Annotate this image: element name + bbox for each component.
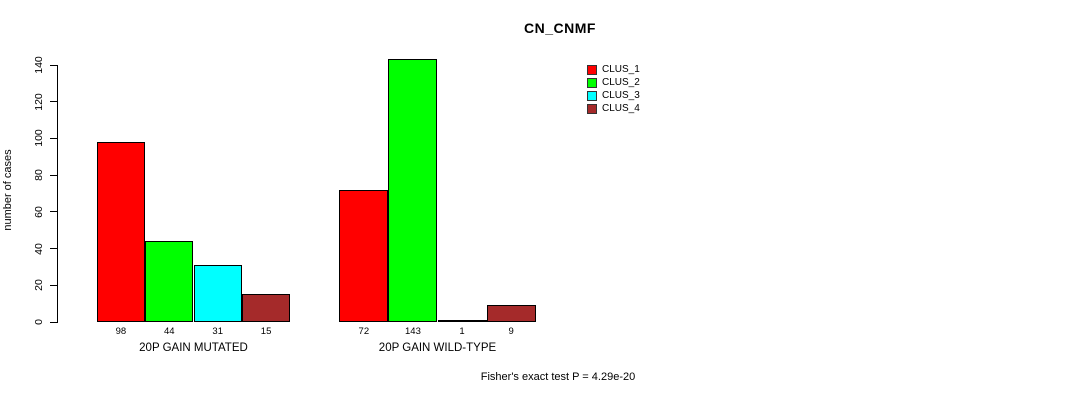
y-tick-label: 60 [33,206,45,218]
bar-value-label: 98 [115,326,127,337]
legend-row: CLUS_4 [587,102,640,115]
y-tick-mark [50,211,57,213]
bar-clus_1-group1 [96,142,146,322]
y-tick-mark [50,101,57,103]
legend-swatch-icon [587,64,597,75]
bar-clus_3-group2 [437,320,487,323]
y-axis-line [57,65,58,323]
y-tick-mark [50,137,57,139]
bar-value-label: 1 [459,326,465,337]
bar-clus_4-group2 [486,305,536,322]
y-tick-mark [50,284,57,286]
bar-value-label: 15 [260,326,272,337]
legend-label: CLUS_2 [602,77,640,88]
group-label: 20P GAIN MUTATED [139,342,248,354]
y-tick-label: 40 [33,242,45,255]
legend-swatch-icon [587,77,597,88]
legend-row: CLUS_2 [587,76,640,89]
fisher-test-note: Fisher's exact test P = 4.29e-20 [480,371,636,383]
y-tick-mark [50,248,57,250]
bar-value-label: 9 [508,326,514,337]
y-tick-label: 80 [33,169,45,181]
y-tick-label: 20 [33,279,45,292]
y-tick-label: 140 [33,56,45,74]
y-tick-label: 100 [33,129,45,148]
y-tick-label: 120 [33,92,45,111]
bar-value-label: 72 [358,326,370,337]
legend-label: CLUS_4 [602,103,640,114]
bar-clus_2-group1 [145,241,194,322]
group-label: 20P GAIN WILD-TYPE [378,342,497,354]
bar-value-label: 44 [164,326,175,337]
legend-label: CLUS_1 [602,64,640,75]
legend: CLUS_1 CLUS_2 CLUS_3 CLUS_4 [587,63,640,115]
bar-value-label: 31 [212,326,223,337]
chart-title: CN_CNMF [524,20,596,36]
bar-clus_3-group1 [193,265,242,322]
legend-row: CLUS_3 [587,89,640,102]
y-axis-label: number of cases [2,149,14,231]
y-tick-mark [50,321,57,323]
bar-clus_2-group2 [388,59,438,322]
y-tick-mark [50,64,57,66]
y-tick-label: 0 [33,319,45,325]
bar-clus_4-group1 [241,294,291,322]
legend-row: CLUS_1 [587,63,640,76]
legend-swatch-icon [587,90,597,101]
y-tick-mark [50,174,57,176]
legend-swatch-icon [587,103,597,114]
legend-label: CLUS_3 [602,90,640,101]
bar-clus_1-group2 [339,189,389,322]
bar-value-label: 143 [405,326,421,337]
